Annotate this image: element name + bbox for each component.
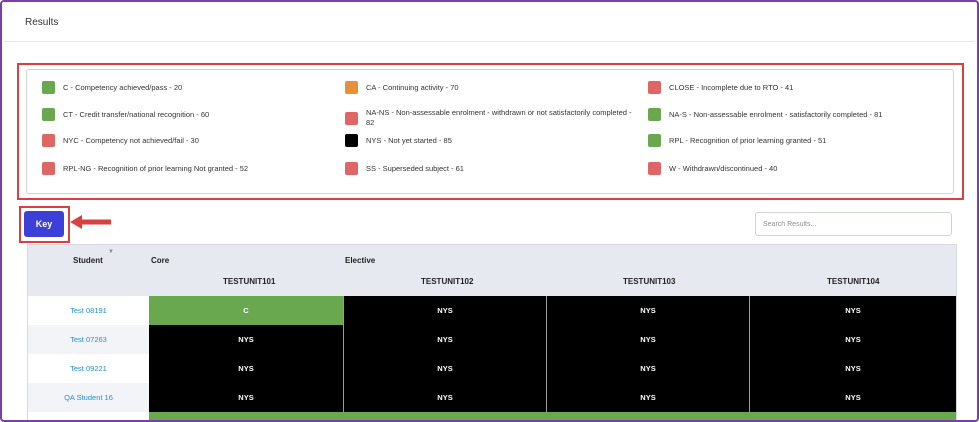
legend-item: SS - Superseded subject - 61 <box>345 162 635 175</box>
legend-item: NYS - Not yet started - 85 <box>345 134 635 147</box>
legend-item: NYC - Competency not achieved/fail - 30 <box>42 134 322 147</box>
table-header: Student ▼ Core Elective TESTUNIT101 TEST… <box>28 245 956 296</box>
legend-label: RPL-NG - Recognition of prior learning N… <box>63 163 249 173</box>
header-divider <box>4 41 975 42</box>
student-link[interactable]: Test 07263 <box>28 325 149 354</box>
legend-item: RPL - Recognition of prior learning gran… <box>648 134 938 147</box>
legend-item: CT - Credit transfer/national recognitio… <box>42 108 322 121</box>
legend-swatch <box>345 111 358 125</box>
key-highlight: Key <box>19 206 70 243</box>
table-row: QA Student 16 NYS NYS NYS NYS <box>28 383 956 412</box>
result-cell[interactable]: NYS <box>546 296 749 325</box>
legend-label: W - Withdrawn/discontinued - 40 <box>669 163 778 173</box>
arrow-left-icon <box>70 215 111 229</box>
result-cell[interactable]: NYS <box>343 325 546 354</box>
unit-column-header: TESTUNIT103 <box>623 277 676 286</box>
legend-label: CA - Continuing activity - 70 <box>366 82 459 92</box>
legend-swatch <box>42 81 55 94</box>
unit-column-header: TESTUNIT102 <box>421 277 474 286</box>
legend-label: NA-NS - Non-assessable enrolment - withd… <box>366 108 632 127</box>
page-title: Results <box>25 17 59 28</box>
legend-label: NA-S - Non-assessable enrolment - satisf… <box>669 109 883 119</box>
legend-item: NA-S - Non-assessable enrolment - satisf… <box>648 108 938 121</box>
unit-column-header: TESTUNIT101 <box>223 277 276 286</box>
result-cell[interactable]: NYS <box>343 354 546 383</box>
result-cell[interactable]: NYS <box>343 383 546 412</box>
table-row: Test 09221 NYS NYS NYS NYS <box>28 354 956 383</box>
legend-item: W - Withdrawn/discontinued - 40 <box>648 162 938 175</box>
legend-item: C - Competency achieved/pass - 20 <box>42 81 322 94</box>
legend-item: RPL-NG - Recognition of prior learning N… <box>42 162 322 175</box>
table-row: Test 07263 NYS NYS NYS NYS <box>28 325 956 354</box>
chevron-down-icon[interactable]: ▼ <box>108 249 114 255</box>
legend-highlight: C - Competency achieved/pass - 20 CA - Co… <box>17 63 964 200</box>
legend-swatch <box>345 134 358 147</box>
legend-swatch <box>648 162 661 175</box>
legend-swatch <box>42 162 55 175</box>
student-column-header[interactable]: Student <box>73 256 103 265</box>
result-cell[interactable]: NYS <box>149 383 343 412</box>
key-button[interactable]: Key <box>24 211 64 237</box>
result-cell[interactable]: C <box>149 296 343 325</box>
table-row: Test 08191 C NYS NYS NYS <box>28 296 956 325</box>
legend-label: CLOSE - Incomplete due to RTO - 41 <box>669 82 794 92</box>
legend-label: C - Competency achieved/pass - 20 <box>63 82 183 92</box>
result-cell[interactable]: NYS <box>149 325 343 354</box>
legend-swatch <box>648 81 661 94</box>
legend-swatch <box>648 108 661 121</box>
legend-swatch <box>42 108 55 121</box>
legend-label: RPL - Recognition of prior learning gran… <box>669 135 827 145</box>
results-table: Student ▼ Core Elective TESTUNIT101 TEST… <box>27 244 957 420</box>
result-cell[interactable]: NYS <box>749 354 956 383</box>
legend-panel: C - Competency achieved/pass - 20 CA - Co… <box>26 69 954 194</box>
legend-swatch <box>345 162 358 175</box>
legend-label: NYC - Competency not achieved/fail - 30 <box>63 135 199 145</box>
result-cell[interactable]: NYS <box>749 296 956 325</box>
result-cell[interactable]: NYS <box>749 325 956 354</box>
unit-column-header: TESTUNIT104 <box>827 277 880 286</box>
legend-swatch <box>345 81 358 94</box>
legend-label: NYS - Not yet started - 85 <box>366 135 452 145</box>
student-link[interactable]: QA Student 16 <box>28 383 149 412</box>
table-row <box>28 412 956 420</box>
legend-item: CLOSE - Incomplete due to RTO - 41 <box>648 81 938 94</box>
core-group-header: Core <box>151 256 170 265</box>
result-cell[interactable]: NYS <box>749 383 956 412</box>
elective-group-header: Elective <box>345 256 376 265</box>
legend-label: SS - Superseded subject - 61 <box>366 163 464 173</box>
result-cell[interactable]: NYS <box>343 296 546 325</box>
legend-label: CT - Credit transfer/national recognitio… <box>63 109 210 119</box>
result-cell[interactable]: NYS <box>546 383 749 412</box>
student-link[interactable]: Test 08191 <box>70 306 107 315</box>
result-cell[interactable]: NYS <box>149 354 343 383</box>
legend-swatch <box>648 134 661 147</box>
search-input[interactable] <box>755 212 952 236</box>
legend-item: NA-NS - Non-assessable enrolment - withd… <box>345 108 635 128</box>
result-cell[interactable] <box>149 412 956 420</box>
student-link[interactable]: Test 09221 <box>70 364 107 373</box>
result-cell[interactable]: NYS <box>546 354 749 383</box>
result-cell[interactable]: NYS <box>546 325 749 354</box>
legend-item: CA - Continuing activity - 70 <box>345 81 635 94</box>
legend-swatch <box>42 134 55 147</box>
